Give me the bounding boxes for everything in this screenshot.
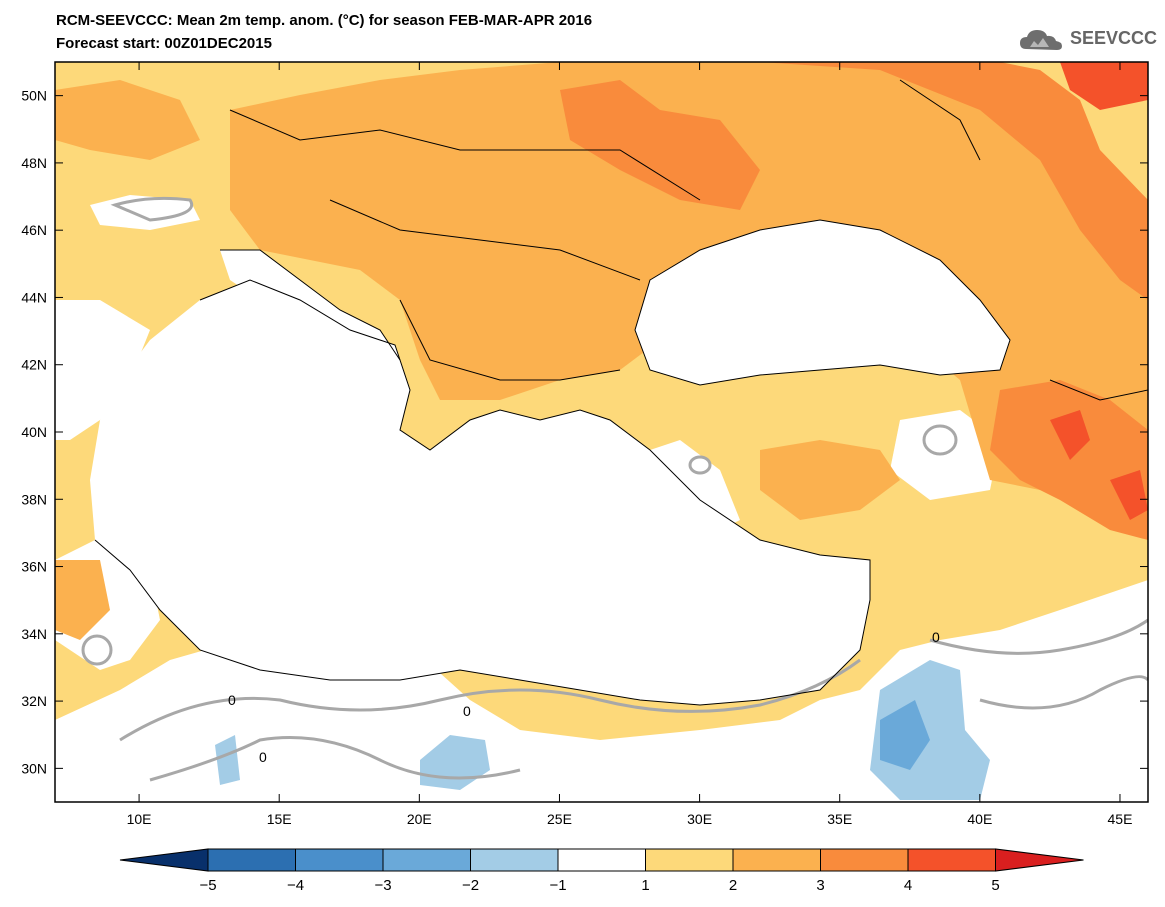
lon-label-30E: 30E: [687, 811, 712, 827]
zero-contour-east: [979, 675, 1148, 710]
lat-label-50N: 50N: [21, 88, 47, 104]
zero-contour-morocco: [81, 634, 113, 666]
border-3: [399, 299, 621, 381]
colorbar-label-7: 3: [816, 877, 824, 894]
anomaly-near-zero-anatolia: [890, 410, 1000, 500]
colorbar-label-0: −5: [199, 877, 216, 894]
lat-label-36N: 36N: [21, 559, 47, 575]
border-5: [1049, 379, 1148, 401]
colorbar-box-2: [382, 848, 471, 872]
mediterranean-sea: [90, 280, 870, 705]
lon-label-45E: 45E: [1108, 811, 1133, 827]
lon-label-20E: 20E: [407, 811, 432, 827]
colorbar-label-5: 1: [641, 877, 649, 894]
anomaly-2-3-turkey-south: [760, 440, 900, 520]
contour-label-zero-3: 0: [259, 749, 267, 765]
zero-contour-anatolia: [922, 424, 958, 456]
coastline-adriatic: [220, 249, 401, 361]
colorbar-label-8: 4: [904, 877, 912, 894]
colorbar-label-9: 5: [991, 877, 999, 894]
tyrrhenian-west: [55, 300, 150, 440]
lon-label-15E: 15E: [267, 811, 292, 827]
contour-label-zero-4: 0: [932, 629, 940, 645]
anomaly-2-3-west: [55, 80, 200, 160]
lat-label-48N: 48N: [21, 155, 47, 171]
colorbar-label-6: 2: [729, 877, 737, 894]
cloud-icon: [1020, 30, 1062, 50]
anomaly-4-5-armenia: [1050, 410, 1090, 460]
lon-label-25E: 25E: [547, 811, 572, 827]
seevccc-logo: SEEVCCC: [1018, 25, 1158, 55]
colorbar-label-2: −3: [374, 877, 391, 894]
lat-label-30N: 30N: [21, 760, 47, 776]
lon-label-10E: 10E: [127, 811, 152, 827]
colorbar-label-3: −2: [462, 877, 479, 894]
lon-label-35E: 35E: [827, 811, 852, 827]
colorbar-high-triangle: [995, 848, 1084, 872]
contour-label-zero-1: 0: [228, 692, 236, 708]
colorbar-box-7: [820, 848, 909, 872]
lon-label-40E: 40E: [967, 811, 992, 827]
lat-label-42N: 42N: [21, 357, 47, 373]
zero-contours: [81, 196, 1148, 782]
zero-contour-libya: [119, 658, 861, 742]
colorbar-box-3: [470, 848, 559, 872]
border-2: [329, 199, 641, 281]
coastline-mediterranean: [94, 279, 871, 706]
colorbar-box-6: [732, 848, 821, 872]
lat-label-34N: 34N: [21, 626, 47, 642]
zero-contour-alps: [110, 196, 194, 222]
coastline-black-sea: [634, 219, 1011, 386]
lat-label-46N: 46N: [21, 222, 47, 238]
colorbar-label-1: −4: [287, 877, 304, 894]
lat-label-44N: 44N: [21, 289, 47, 305]
colorbar: −5 −4 −3 −2 −1 1 2 3 4 5: [119, 848, 1084, 894]
colorbar-low-triangle: [119, 848, 209, 872]
anomaly-4-5-northeast: [1060, 62, 1148, 110]
anomaly-3-4-caucasus: [990, 380, 1148, 540]
border-1: [229, 109, 701, 201]
zero-contour-sahara: [149, 736, 521, 782]
colorbar-box-0: [207, 848, 296, 872]
contour-label-zero-2: 0: [463, 703, 471, 719]
zero-contour-turkey: [688, 455, 712, 475]
logo-text: SEEVCCC: [1070, 28, 1158, 48]
anomaly-3-4-ukraine: [540, 62, 1148, 300]
map-field: [55, 62, 1148, 802]
coastlines: [94, 79, 1148, 706]
lat-label-32N: 32N: [21, 693, 47, 709]
anomaly-3-4-romania: [560, 80, 760, 210]
anomaly-m2-m3-jordan: [880, 700, 930, 770]
black-sea: [635, 220, 1010, 385]
anomaly-4-5-iran: [1110, 470, 1148, 520]
map-axes: 10E 15E 20E 25E 30E 35E 40E 45E 30N 32N 34N 36N 38N 4…: [21, 62, 1148, 827]
map-title: RCM-SEEVCCC: Mean 2m temp. anom. (°C) fo…: [56, 12, 593, 29]
lat-label-40N: 40N: [21, 424, 47, 440]
lat-label-38N: 38N: [21, 491, 47, 507]
colorbar-box-8: [907, 848, 996, 872]
colorbar-box-1: [295, 848, 384, 872]
border-4: [899, 79, 981, 161]
colorbar-box-5: [645, 848, 734, 872]
anomaly-m1-m2-tunisia: [215, 735, 240, 785]
forecast-start: Forecast start: 00Z01DEC2015: [56, 35, 272, 52]
colorbar-label-4: −1: [549, 877, 566, 894]
zero-contour-mideast: [929, 618, 1148, 655]
anomaly-2-3-morocco: [55, 560, 110, 640]
colorbar-box-4: [557, 848, 646, 872]
adriatic-sea: [220, 250, 400, 360]
